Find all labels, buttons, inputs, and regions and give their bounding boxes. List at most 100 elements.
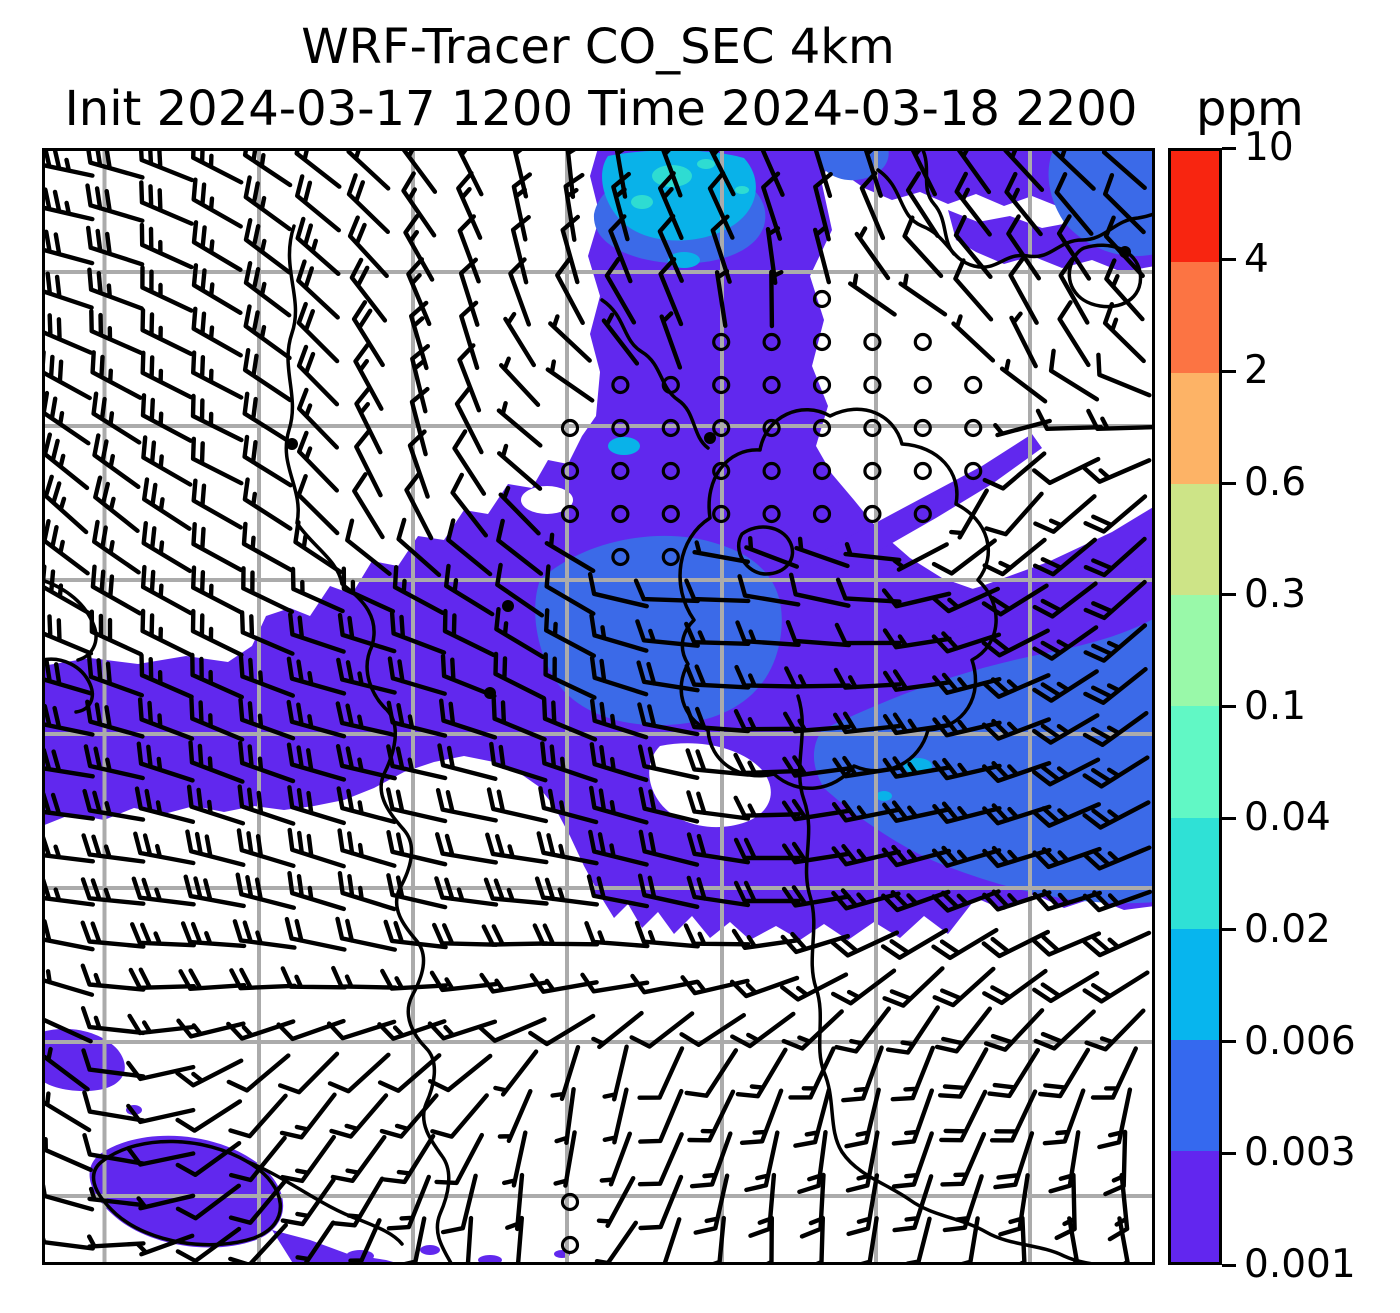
wind-barb bbox=[843, 542, 902, 563]
wind-barb bbox=[42, 834, 95, 864]
wind-barb bbox=[442, 608, 496, 658]
calm-wind-circle bbox=[913, 375, 932, 395]
wind-barb bbox=[544, 608, 596, 658]
wind-barb bbox=[82, 788, 146, 822]
wind-barb bbox=[496, 518, 544, 576]
wind-barb bbox=[1104, 258, 1145, 322]
wind-barb bbox=[232, 919, 297, 950]
wind-barb bbox=[1102, 302, 1146, 364]
wind-barb bbox=[679, 1013, 746, 1047]
wind-barb bbox=[602, 1087, 629, 1145]
colorbar-segment bbox=[1171, 373, 1219, 485]
wind-barb bbox=[555, 257, 585, 325]
wind-barb bbox=[126, 1060, 196, 1082]
wind-barb bbox=[428, 1053, 493, 1093]
wind-barb bbox=[637, 1132, 684, 1187]
wind-barb bbox=[981, 673, 1051, 699]
wind-barb bbox=[331, 965, 398, 990]
colorbar-tick bbox=[1222, 593, 1236, 597]
wind-barb bbox=[831, 968, 897, 1006]
wind-barb bbox=[589, 785, 649, 825]
station-dot bbox=[704, 432, 716, 444]
wind-barb bbox=[563, 172, 585, 242]
wind-barb bbox=[1032, 625, 1099, 661]
colorbar bbox=[1168, 148, 1222, 1265]
wind-barb bbox=[882, 712, 952, 736]
map-panel bbox=[42, 148, 1155, 1265]
wind-barb bbox=[932, 801, 1002, 824]
wind-barb bbox=[295, 216, 341, 276]
wind-barb bbox=[444, 563, 495, 617]
wind-barb bbox=[1032, 931, 1102, 957]
calm-wind-circle bbox=[913, 504, 932, 524]
colorbar-tick-label: 0.001 bbox=[1244, 1242, 1356, 1287]
colorbar-segment bbox=[1171, 1039, 1219, 1151]
wind-barb bbox=[348, 1218, 382, 1265]
calm-wind-circle bbox=[712, 332, 731, 352]
wind-barb bbox=[243, 175, 292, 232]
wind-barb bbox=[898, 273, 948, 317]
wind-barb bbox=[793, 1087, 832, 1148]
calm-wind-circle bbox=[661, 375, 680, 395]
wind-barb bbox=[347, 215, 389, 279]
wind-barb bbox=[685, 748, 751, 777]
wind-barb bbox=[1033, 494, 1097, 534]
wind-barb bbox=[175, 1058, 244, 1088]
wind-barb bbox=[638, 1088, 684, 1144]
wind-barb bbox=[284, 916, 347, 952]
wind-barb bbox=[175, 1099, 243, 1133]
wind-barb bbox=[42, 1229, 95, 1251]
plot-title: WRF-Tracer CO_SEC 4km bbox=[301, 19, 895, 75]
calm-wind-circle bbox=[812, 461, 832, 481]
wind-barb bbox=[1084, 1008, 1146, 1052]
wind-barb bbox=[332, 1176, 385, 1228]
wind-barb bbox=[435, 832, 498, 865]
tracer-fill-0.006ppm bbox=[608, 437, 640, 455]
wind-barb bbox=[229, 1135, 287, 1183]
wind-barb bbox=[434, 1132, 484, 1186]
wind-barb bbox=[377, 1053, 442, 1093]
wind-barb bbox=[134, 786, 196, 824]
wind-barb bbox=[142, 477, 192, 531]
wind-barb bbox=[42, 1091, 92, 1133]
colorbar-tick-label: 0.6 bbox=[1244, 460, 1307, 506]
calm-wind-circle bbox=[863, 504, 882, 524]
calm-wind-circle bbox=[964, 461, 983, 481]
wind-barb bbox=[238, 654, 295, 698]
wind-barb bbox=[881, 844, 952, 868]
calm-wind-circle bbox=[913, 418, 932, 438]
wind-barb bbox=[783, 711, 852, 734]
wind-barb bbox=[483, 877, 549, 906]
wind-barb bbox=[744, 1130, 780, 1193]
wind-barb bbox=[403, 214, 435, 282]
wind-barb bbox=[693, 1173, 730, 1235]
wind-barb bbox=[87, 1186, 146, 1208]
tracer-fill-0.006ppm bbox=[876, 791, 892, 801]
wind-barb bbox=[386, 700, 448, 738]
wind-barb bbox=[335, 701, 397, 738]
wind-barb bbox=[42, 747, 95, 779]
wind-barb bbox=[1083, 623, 1148, 663]
wind-barb bbox=[126, 1103, 196, 1125]
wind-barb bbox=[733, 709, 801, 732]
wind-barb bbox=[85, 699, 145, 739]
colorbar-tick-label: 4 bbox=[1244, 236, 1269, 282]
wind-barb bbox=[191, 565, 244, 615]
wind-barb bbox=[91, 391, 142, 445]
colorbar-segment bbox=[1171, 928, 1219, 1040]
wind-barb bbox=[279, 1092, 337, 1140]
wind-barb bbox=[553, 1130, 577, 1188]
wind-barb bbox=[191, 306, 243, 358]
wind-barb bbox=[458, 257, 480, 327]
wind-barb bbox=[440, 653, 497, 699]
wind-barb bbox=[42, 271, 94, 310]
wind-barb bbox=[882, 628, 952, 650]
wind-barb bbox=[238, 740, 296, 784]
wind-barb bbox=[296, 301, 340, 364]
wind-barb bbox=[981, 929, 1050, 959]
wind-barb bbox=[880, 928, 949, 960]
wind-barb bbox=[508, 257, 531, 327]
wind-barb bbox=[685, 706, 751, 734]
wind-barb bbox=[1103, 173, 1146, 235]
calm-wind-circle bbox=[863, 375, 882, 395]
